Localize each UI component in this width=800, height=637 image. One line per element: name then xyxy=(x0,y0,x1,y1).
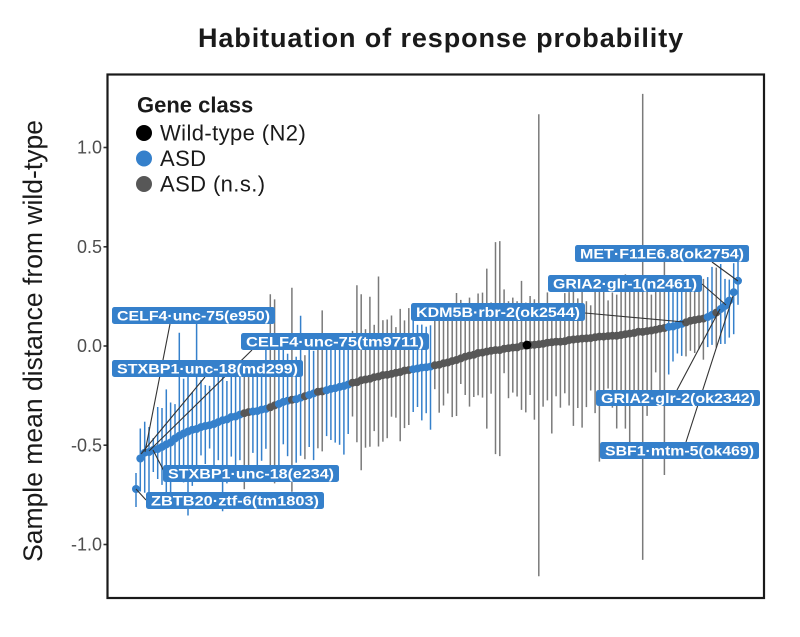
svg-text:Sample mean distance from wild: Sample mean distance from wild-type xyxy=(18,120,48,562)
svg-text:Gene class: Gene class xyxy=(137,93,253,118)
svg-text:KDM5B·rbr-2(ok2544): KDM5B·rbr-2(ok2544) xyxy=(416,304,580,320)
svg-text:GRIA2·glr-2(ok2342): GRIA2·glr-2(ok2342) xyxy=(601,390,755,406)
svg-text:SBF1·mtm-5(ok469): SBF1·mtm-5(ok469) xyxy=(605,443,754,459)
svg-text:Habituation of response probab: Habituation of response probability xyxy=(198,23,684,53)
svg-text:1.0: 1.0 xyxy=(77,138,102,158)
svg-text:CELF4·unc-75(e950): CELF4·unc-75(e950) xyxy=(117,308,270,324)
svg-text:STXBP1·unc-18(md299): STXBP1·unc-18(md299) xyxy=(117,361,298,377)
svg-text:CELF4·unc-75(tm9711): CELF4·unc-75(tm9711) xyxy=(246,334,424,350)
svg-text:GRIA2·glr-1(n2461): GRIA2·glr-1(n2461) xyxy=(553,276,697,292)
svg-text:-1.0: -1.0 xyxy=(71,535,102,555)
svg-text:STXBP1·unc-18(e234): STXBP1·unc-18(e234) xyxy=(168,466,334,482)
svg-text:ASD (n.s.): ASD (n.s.) xyxy=(160,172,265,197)
svg-text:-0.5: -0.5 xyxy=(71,435,102,455)
svg-text:MET·F11E6.8(ok2754): MET·F11E6.8(ok2754) xyxy=(580,246,744,262)
svg-text:0.0: 0.0 xyxy=(77,336,102,356)
svg-text:ASD: ASD xyxy=(160,146,206,171)
svg-text:ZBTB20·ztf-6(tm1803): ZBTB20·ztf-6(tm1803) xyxy=(151,493,319,509)
svg-text:0.5: 0.5 xyxy=(77,237,102,257)
svg-text:Wild-type (N2): Wild-type (N2) xyxy=(160,121,306,146)
